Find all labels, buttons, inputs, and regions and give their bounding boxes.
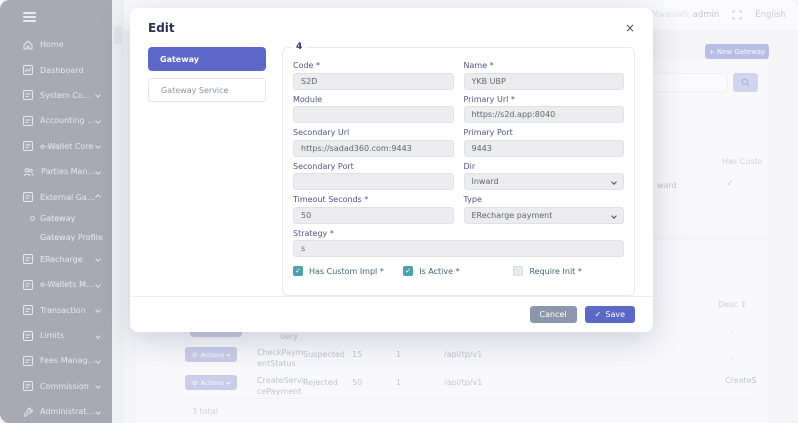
checkbox-label: Has Custom Impl * bbox=[309, 266, 384, 276]
checkbox-icon[interactable]: ✓ bbox=[293, 266, 303, 276]
edit-modal: Edit × Gateway Gateway Service 4 Code * … bbox=[130, 8, 653, 332]
tab-gateway[interactable]: Gateway bbox=[148, 47, 266, 71]
primary-port-label: Primary Port bbox=[463, 128, 513, 137]
name-field[interactable] bbox=[463, 72, 624, 90]
checkbox-label: Is Active * bbox=[419, 266, 460, 276]
secondary-port-field[interactable] bbox=[293, 173, 454, 190]
modal-tabs: Gateway Gateway Service bbox=[148, 47, 266, 296]
modal-title: Edit bbox=[148, 21, 175, 35]
module-label: Module bbox=[293, 94, 323, 104]
strategy-field[interactable] bbox=[293, 240, 624, 257]
modal-header: Edit × bbox=[130, 8, 653, 41]
gateway-id-legend: 4 bbox=[292, 42, 307, 52]
checkbox-label: Require Init * bbox=[529, 266, 582, 276]
close-icon[interactable]: × bbox=[624, 21, 635, 35]
timeout-seconds-label: Timeout Seconds * bbox=[293, 195, 369, 204]
secondary-url-label: Secondary Url bbox=[293, 128, 350, 137]
dir-select[interactable]: Inward bbox=[463, 173, 624, 190]
type-select[interactable]: ERecharge payment bbox=[463, 206, 624, 224]
primary-port-field[interactable] bbox=[463, 139, 624, 157]
code-label: Code * bbox=[293, 61, 321, 70]
modal-footer: Cancel ✓ Save bbox=[130, 296, 653, 332]
checkbox-icon[interactable]: ✓ bbox=[513, 266, 524, 276]
tab-gateway-service[interactable]: Gateway Service bbox=[148, 78, 266, 102]
require-init-checkbox[interactable]: ✓ Require Init * bbox=[513, 266, 623, 276]
has-custom-impl-checkbox[interactable]: ✓ Has Custom Impl * bbox=[293, 266, 403, 276]
type-label: Type bbox=[463, 195, 482, 204]
secondary-port-label: Secondary Port bbox=[293, 161, 354, 171]
checkbox-icon[interactable]: ✓ bbox=[403, 266, 414, 276]
dir-label: Dir bbox=[463, 161, 476, 171]
check-icon: ✓ bbox=[594, 310, 602, 319]
type-select-value: ERecharge payment bbox=[463, 206, 624, 224]
cancel-button[interactable]: Cancel bbox=[529, 306, 577, 323]
strategy-label: Strategy * bbox=[293, 228, 334, 238]
secondary-url-field[interactable] bbox=[293, 139, 454, 157]
cancel-label: Cancel bbox=[539, 310, 567, 319]
name-label: Name * bbox=[463, 61, 494, 70]
is-active-checkbox[interactable]: ✓ Is Active * bbox=[403, 266, 513, 276]
module-field[interactable] bbox=[293, 106, 454, 123]
timeout-seconds-field[interactable] bbox=[293, 206, 454, 224]
modal-body: Gateway Gateway Service 4 Code * Name * … bbox=[130, 41, 653, 296]
gateway-form: 4 Code * Name * Module Prim bbox=[282, 42, 635, 296]
save-label: Save bbox=[605, 310, 625, 319]
primary-url-field[interactable] bbox=[463, 106, 624, 123]
code-field[interactable] bbox=[293, 72, 454, 90]
save-button[interactable]: ✓ Save bbox=[584, 306, 635, 323]
dir-select-value: Inward bbox=[463, 173, 624, 190]
primary-url-label: Primary Url * bbox=[463, 94, 515, 104]
checkbox-row: ✓ Has Custom Impl * ✓ Is Active * ✓ Requ… bbox=[293, 262, 624, 284]
